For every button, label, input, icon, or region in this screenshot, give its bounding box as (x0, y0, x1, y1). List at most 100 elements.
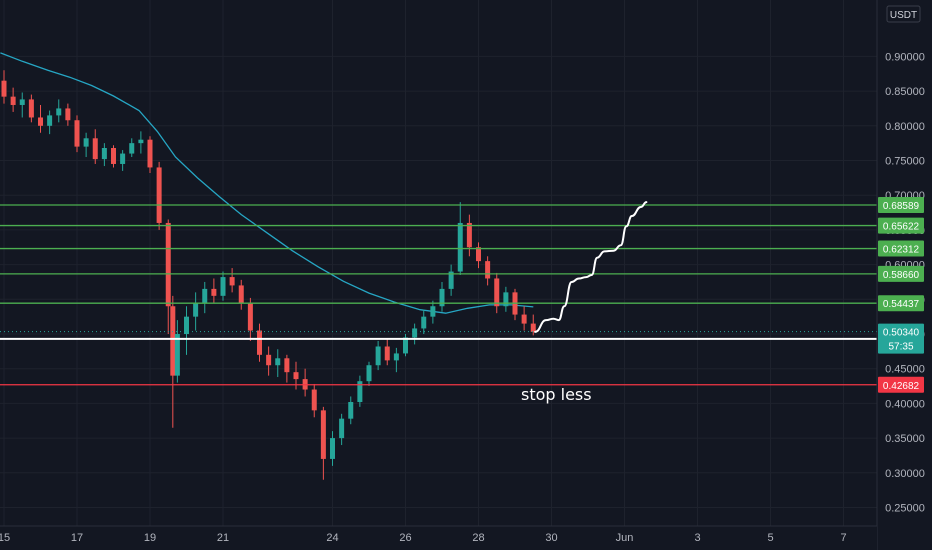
level-price-text: 0.68589 (883, 201, 920, 212)
candle-body (247, 302, 253, 331)
x-tick-label: 5 (767, 532, 773, 544)
y-tick-label: 0.25000 (885, 503, 925, 515)
stop-less-annotation: stop less (521, 385, 592, 404)
candle-body (193, 302, 199, 317)
price-labels: 0.685890.656220.623120.586600.544370.493… (878, 196, 924, 393)
time-axis-panel[interactable] (0, 526, 877, 550)
candle-body (320, 410, 326, 459)
candle-body (101, 148, 107, 160)
currency-label: USDT (890, 10, 917, 21)
candle-body (293, 372, 299, 380)
candle-body (19, 99, 25, 105)
candle-body (476, 247, 481, 262)
candle-body (366, 365, 372, 382)
x-tick-label: 19 (144, 532, 156, 544)
level-price-tag (878, 295, 924, 312)
candle-body (275, 358, 281, 366)
moving-average-layer (0, 52, 534, 314)
y-tick-label: 0.35000 (885, 433, 925, 445)
candle-body (412, 328, 418, 338)
candle-body (421, 316, 427, 329)
candle-body (339, 418, 345, 439)
candle-body (211, 288, 217, 296)
x-tick-label: 21 (217, 532, 229, 544)
projection-layer (534, 201, 648, 333)
candle-body (220, 277, 226, 296)
level-price-text: 0.58660 (883, 270, 920, 281)
x-tick-label: 28 (472, 532, 484, 544)
projection-path (534, 201, 648, 333)
candle-body (165, 222, 171, 307)
x-tick-label: 3 (694, 532, 700, 544)
level-price-tag (878, 196, 924, 213)
candle-body (348, 402, 354, 419)
last-price-tag (878, 323, 924, 354)
candle-body (120, 153, 126, 164)
y-tick-label: 0.80000 (885, 121, 925, 133)
candle-body (457, 222, 463, 272)
candle-body (393, 353, 399, 361)
grid (0, 0, 877, 526)
candle-body (229, 277, 235, 286)
x-tick-label: 17 (71, 532, 83, 544)
candle-body (530, 323, 536, 332)
level-price-text: 0.65622 (883, 222, 920, 233)
candle-body (170, 306, 176, 376)
x-tick-label: 30 (545, 532, 557, 544)
candle-body (28, 99, 34, 118)
candle-body (138, 139, 144, 144)
level-price-tag (878, 265, 924, 282)
candle-body (384, 346, 390, 361)
candle-body (403, 337, 408, 354)
candle-body (184, 316, 189, 334)
candle-body (202, 288, 208, 303)
x-tick-label: Jun (616, 532, 634, 544)
x-tick-label: 15 (0, 532, 10, 544)
candle-body (466, 222, 472, 248)
y-tick-label: 0.30000 (885, 468, 925, 480)
y-tick-label: 0.45000 (885, 364, 925, 376)
y-tick-label: 0.75000 (885, 156, 925, 168)
candle-body (439, 288, 445, 307)
candle-body (266, 354, 272, 366)
candle-body (311, 389, 317, 411)
candle-body (47, 115, 53, 126)
level-price-text: 0.42682 (883, 381, 920, 392)
candle-body (111, 148, 116, 164)
candle-body (74, 120, 80, 147)
y-tick-label: 0.85000 (885, 86, 925, 98)
candle-body (56, 108, 62, 116)
level-price-tag (878, 240, 924, 257)
level-price-tag (878, 376, 924, 393)
candle-body (129, 143, 135, 154)
level-price-tag (878, 217, 924, 234)
candle-body (284, 358, 290, 373)
candle-body (330, 438, 335, 459)
x-axis-ticks: 15 17 19 21 24 26 28 30 Jun 3 5 7 (0, 532, 847, 544)
candle-body (503, 292, 509, 307)
candle-body (430, 306, 436, 317)
y-tick-label: 0.90000 (885, 51, 925, 63)
candle-body (494, 278, 500, 307)
x-tick-label: 24 (326, 532, 338, 544)
candle-body (1, 80, 7, 97)
candle-body (147, 139, 153, 168)
y-tick-label: 0.40000 (885, 398, 925, 410)
candle-body (448, 271, 454, 289)
level-price-text: 0.54437 (883, 299, 920, 310)
horizontal-levels-layer[interactable] (0, 204, 877, 386)
candle-body (92, 138, 98, 160)
x-tick-label: 26 (399, 532, 411, 544)
candle-body (65, 108, 71, 121)
currency-badge (886, 5, 921, 23)
candle-body (38, 117, 43, 126)
candle-body (485, 261, 491, 279)
candle-body (238, 285, 244, 303)
candle-body (375, 346, 381, 366)
candle-body (83, 138, 89, 147)
candle-body (257, 330, 262, 355)
candle-body (521, 314, 527, 324)
candle-body (10, 96, 16, 105)
